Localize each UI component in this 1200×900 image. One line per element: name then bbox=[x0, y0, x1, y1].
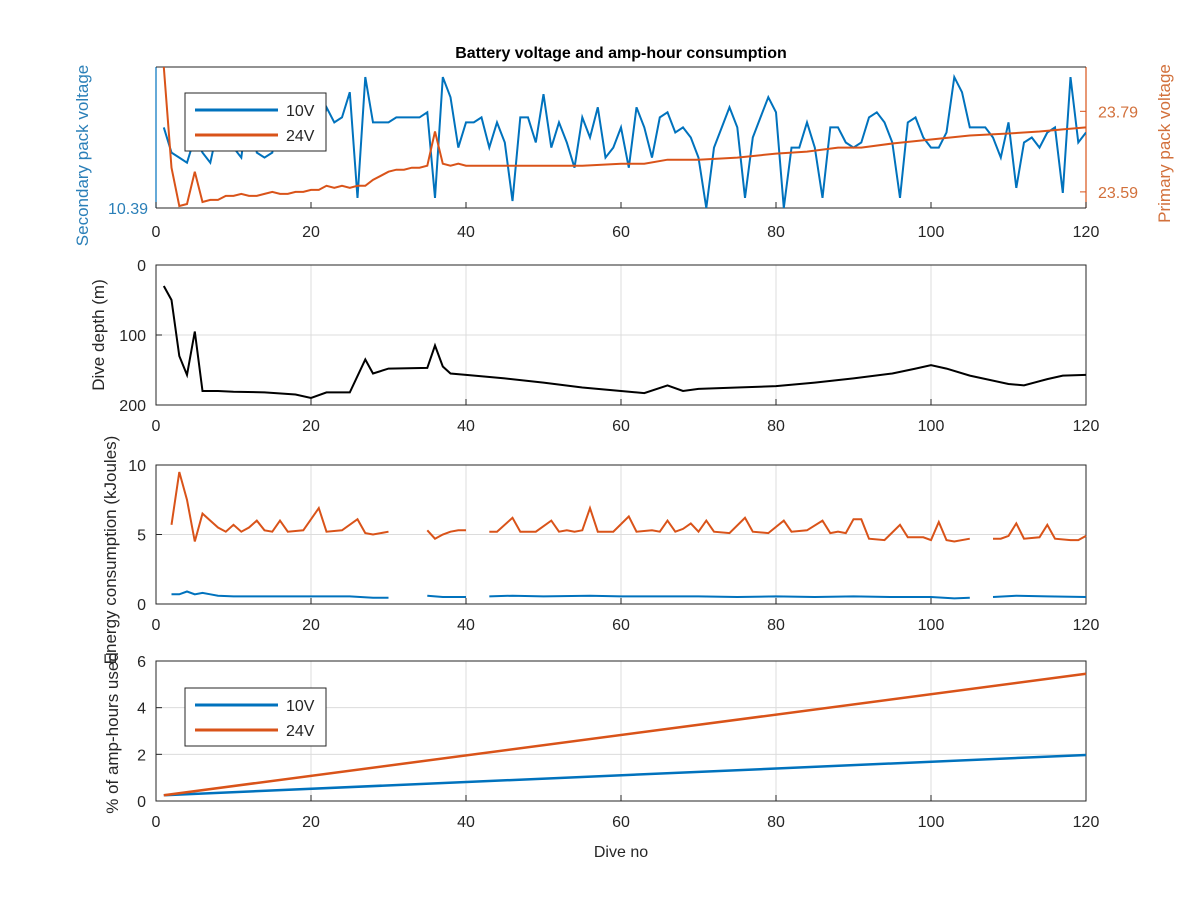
y-tick-label: 4 bbox=[137, 701, 146, 718]
legend-box bbox=[184, 687, 327, 747]
x-tick-label: 20 bbox=[302, 617, 320, 634]
y-tick-label: 0 bbox=[137, 258, 146, 275]
x-tick-label: 80 bbox=[767, 224, 785, 241]
y-tick-label: 2 bbox=[137, 747, 146, 764]
series-line-depth bbox=[162, 285, 1087, 400]
right-y-axis-label: Primary pack voltage bbox=[1155, 64, 1174, 223]
left-y-axis-label: Secondary pack voltage bbox=[73, 65, 92, 246]
y-axis-label: % of amp-hours used bbox=[103, 652, 122, 814]
y-tick-label: 6 bbox=[137, 654, 146, 671]
x-tick-label: 80 bbox=[767, 814, 785, 831]
x-tick-label: 20 bbox=[302, 224, 320, 241]
x-tick-label: 40 bbox=[457, 617, 475, 634]
y-axis-label: Energy consumption (kJoules) bbox=[101, 436, 120, 665]
voltage-panel: 0 20 40 60 80 100 120 10.39 23.59 23.79 Battery vo… bbox=[73, 45, 1174, 246]
x-tick-label: 100 bbox=[918, 617, 945, 634]
chart-title: Battery voltage and amp-hour consumption bbox=[455, 45, 787, 62]
x-tick-label: 80 bbox=[767, 617, 785, 634]
x-tick-label: 40 bbox=[457, 224, 475, 241]
x-tick-label: 120 bbox=[1073, 814, 1100, 831]
legend-label-24v: 24V bbox=[286, 128, 315, 145]
x-tick-label: 100 bbox=[918, 418, 945, 435]
x-tick-label: 0 bbox=[152, 224, 161, 241]
y-tick-label: 200 bbox=[119, 398, 146, 415]
series-line-24v bbox=[162, 67, 1086, 208]
amphours-panel: 0 20 40 60 80 100 120 0 2 4 6 % of amp-hours used Di… bbox=[103, 652, 1099, 861]
x-tick-label: 100 bbox=[918, 224, 945, 241]
series-line-24v bbox=[163, 672, 1087, 797]
y-tick-label: 10 bbox=[128, 458, 146, 475]
x-tick-label: 0 bbox=[152, 814, 161, 831]
y-axis-label: Dive depth (m) bbox=[89, 279, 108, 390]
x-tick-label: 20 bbox=[302, 418, 320, 435]
x-tick-label: 80 bbox=[767, 418, 785, 435]
x-tick-label: 60 bbox=[612, 617, 630, 634]
x-tick-label: 100 bbox=[918, 814, 945, 831]
y-tick-label: 0 bbox=[137, 794, 146, 811]
y-tick-label: 5 bbox=[137, 528, 146, 545]
y-tick-label: 0 bbox=[137, 597, 146, 614]
series-line-10v bbox=[163, 753, 1087, 797]
x-tick-label: 120 bbox=[1073, 617, 1100, 634]
left-y-tick-label: 10.39 bbox=[108, 201, 148, 218]
x-tick-label: 20 bbox=[302, 814, 320, 831]
depth-panel: 0 20 40 60 80 100 120 0 100 200 Dive depth (m) bbox=[89, 258, 1099, 435]
x-tick-label: 120 bbox=[1073, 224, 1100, 241]
right-y-tick-label: 23.59 bbox=[1098, 185, 1138, 202]
x-tick-label: 120 bbox=[1073, 418, 1100, 435]
legend-label-10v: 10V bbox=[286, 103, 315, 120]
series-line-10v bbox=[171, 590, 1087, 600]
x-tick-label: 0 bbox=[152, 617, 161, 634]
legend-box bbox=[184, 92, 327, 152]
x-tick-label: 60 bbox=[612, 814, 630, 831]
y-tick-label: 100 bbox=[119, 328, 146, 345]
series-line-24v bbox=[170, 471, 1087, 543]
legend-label-24v: 24V bbox=[286, 723, 315, 740]
x-tick-label: 60 bbox=[612, 418, 630, 435]
x-tick-label: 0 bbox=[152, 418, 161, 435]
energy-panel: 0 20 40 60 80 100 120 0 5 10 Energy consumption (k… bbox=[101, 436, 1099, 665]
right-y-tick-label: 23.79 bbox=[1098, 104, 1138, 121]
legend-label-10v: 10V bbox=[286, 698, 315, 715]
x-axis-label: Dive no bbox=[594, 844, 648, 861]
x-tick-label: 60 bbox=[612, 224, 630, 241]
x-tick-label: 40 bbox=[457, 814, 475, 831]
x-tick-label: 40 bbox=[457, 418, 475, 435]
